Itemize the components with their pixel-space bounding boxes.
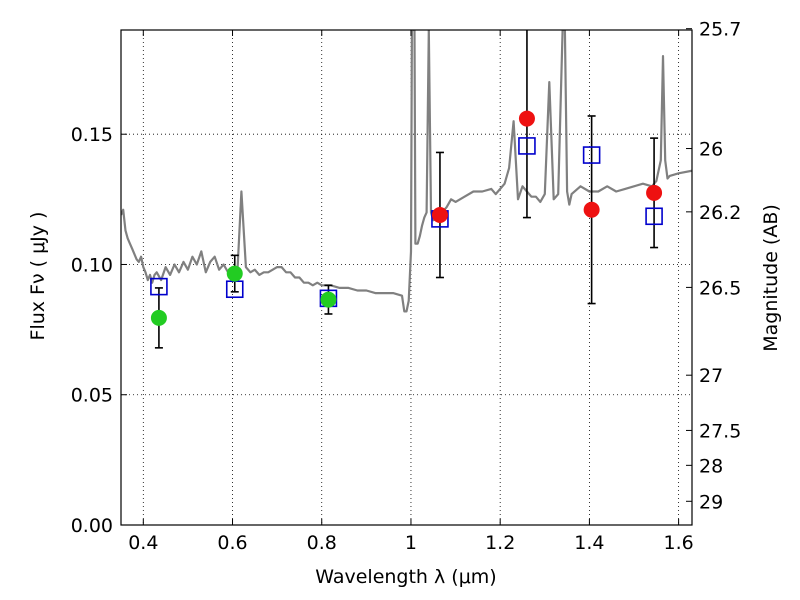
x-tick-label: 1.4 — [574, 532, 604, 554]
plot-layer — [121, 30, 692, 349]
y-axis-label: Flux Fν ( μJy ) — [27, 212, 49, 341]
x-tick-label: 1 — [405, 532, 417, 554]
detections-optical-point — [150, 309, 167, 326]
mag-tick-label: 27 — [699, 365, 723, 387]
mag-tick-label: 26.2 — [699, 202, 741, 224]
detections-optical-point — [226, 265, 243, 282]
x-tick-label: 1.6 — [664, 532, 694, 554]
axis-layer: 0.4 0.6 0.8 1 1.2 1.4 1.6 0.00 0.05 0.10 0.15 25.7 2… — [71, 19, 742, 554]
x-tick-label: 1.2 — [485, 532, 515, 554]
mag-tick-label: 27.5 — [699, 420, 741, 442]
detections-nir-point — [431, 206, 448, 223]
mag-tick-label: 29 — [699, 491, 723, 513]
plot-frame — [120, 29, 693, 526]
y-axis-right-label: Magnitude (AB) — [760, 204, 782, 352]
y-tick-label: 0.15 — [71, 124, 113, 146]
mag-tick-label: 26 — [699, 139, 723, 161]
detections-nir-point — [518, 110, 535, 127]
x-tick-label: 0.8 — [307, 532, 337, 554]
grid-layer — [121, 30, 692, 525]
x-tick-label: 0.6 — [217, 532, 247, 554]
detections-optical-point — [320, 291, 337, 308]
model-photometry-point — [645, 207, 663, 226]
y-tick-label: 0.10 — [71, 254, 113, 276]
mag-tick-label: 25.7 — [699, 19, 741, 41]
model-photometry-point — [150, 277, 168, 296]
model-photometry-point — [582, 146, 601, 164]
x-tick-label: 0.4 — [128, 532, 158, 554]
detections-nir-point — [583, 201, 600, 218]
mag-tick-label: 28 — [699, 455, 723, 477]
x-axis-label: Wavelength λ (μm) — [315, 566, 496, 588]
y-tick-label: 0.00 — [71, 515, 113, 537]
y-tick-label: 0.05 — [71, 385, 113, 407]
spectrum-line — [121, 30, 692, 313]
model-photometry-point — [518, 137, 536, 155]
mag-tick-label: 26.5 — [699, 277, 741, 299]
detections-nir-point — [646, 184, 663, 201]
